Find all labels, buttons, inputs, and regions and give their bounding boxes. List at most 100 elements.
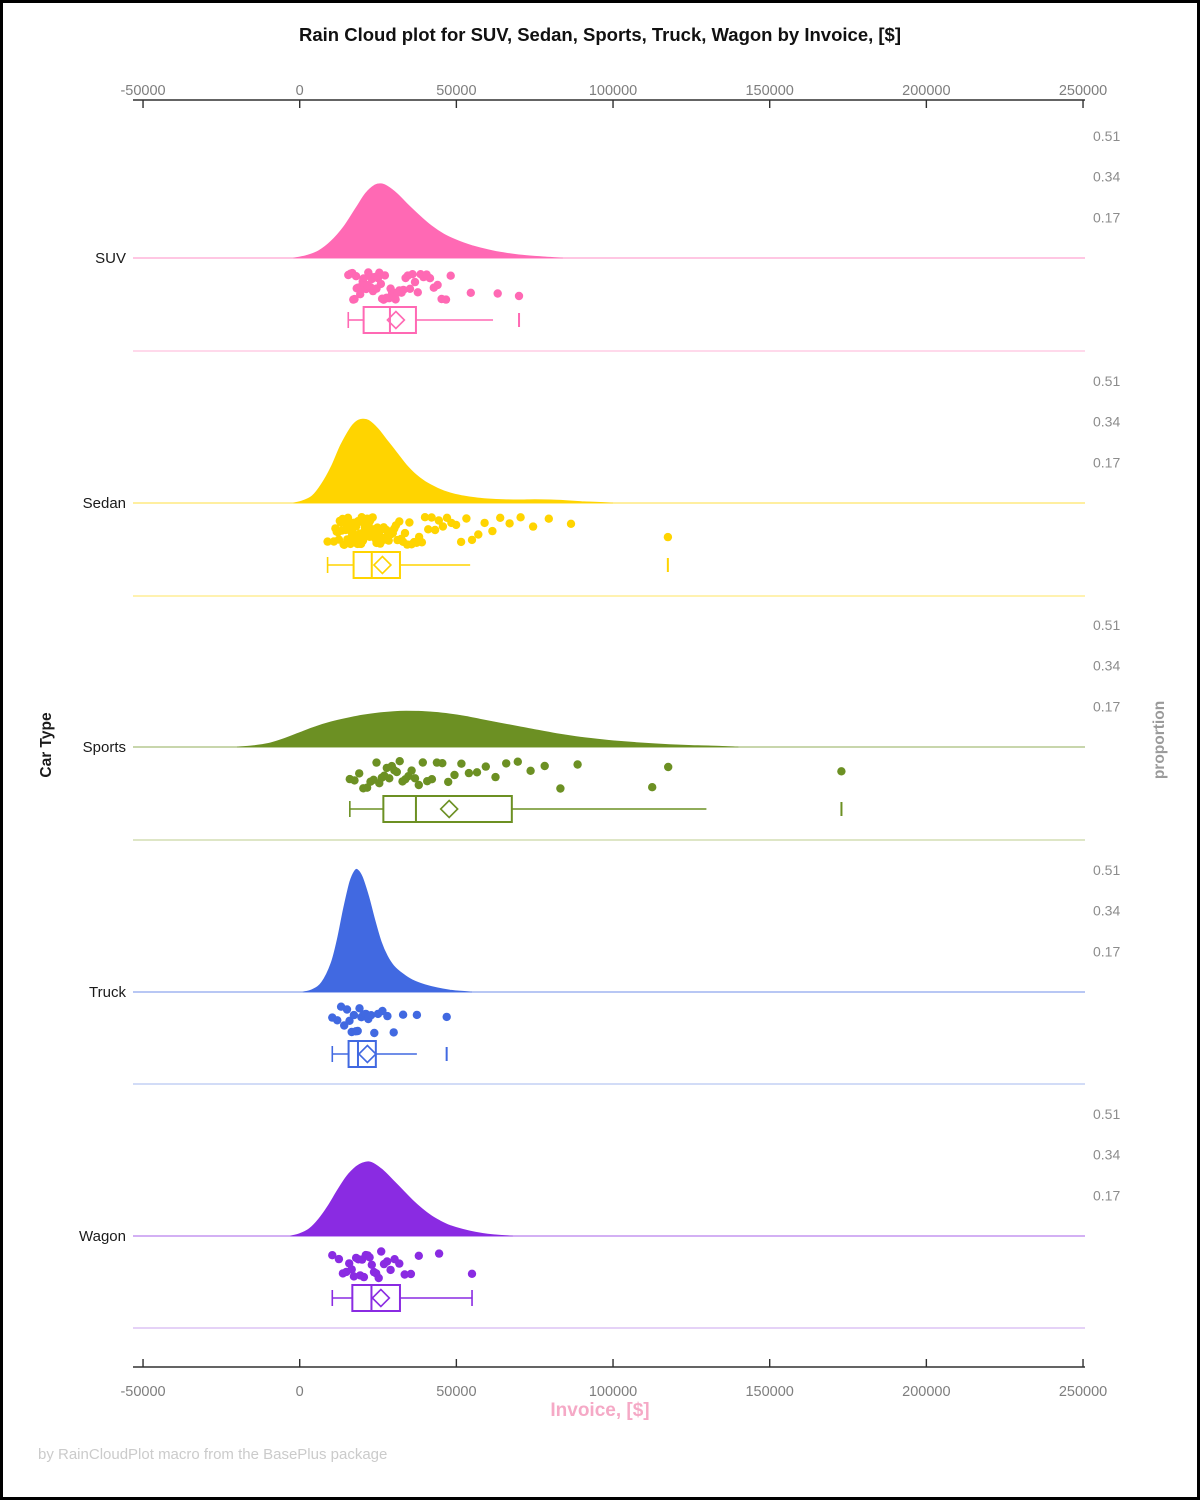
x-axis-top-tick-label: 250000 (1059, 83, 1107, 99)
rain-point (383, 1011, 392, 1021)
mean-diamond (439, 799, 459, 819)
rain-point (424, 525, 433, 534)
panel-sedan: 0.17 0.34 0.51 Sedan (83, 373, 1120, 597)
rain-point (466, 288, 475, 297)
rain-point (408, 270, 417, 279)
density-cloud (293, 183, 563, 259)
rain-point (392, 767, 401, 777)
mean-diamond (386, 310, 406, 330)
rain-point (356, 290, 365, 299)
panel-suv: 0.17 0.34 0.51 SUV (95, 128, 1120, 352)
x-axis-bottom-tick-label: -50000 (120, 1384, 165, 1400)
rain-point (427, 513, 436, 522)
proportion-tick-label: 0.34 (1093, 414, 1120, 430)
x-axis-top-tick-label: 50000 (436, 83, 476, 99)
rain-point (434, 1249, 444, 1258)
rain-point (451, 520, 461, 530)
category-label-wagon: Wagon (79, 1228, 126, 1245)
rain-point (472, 768, 482, 777)
rain-point (323, 537, 332, 546)
box-plot (349, 795, 843, 823)
x-axis-top-tick-label: 200000 (902, 83, 950, 99)
rain-point (414, 1251, 423, 1261)
rain-point (384, 536, 393, 545)
rain-points (323, 513, 673, 549)
rain-point (376, 279, 386, 289)
rain-point (334, 1254, 344, 1264)
rain-point (405, 518, 414, 527)
rain-point (345, 1016, 354, 1025)
density-cloud (236, 710, 739, 748)
rain-point (410, 277, 420, 287)
x-axis-top-tick-label: 100000 (589, 83, 637, 99)
rain-point (493, 289, 502, 298)
rain-points (328, 1247, 477, 1283)
rain-point (353, 1026, 362, 1036)
category-label-suv: SUV (95, 250, 126, 267)
rain-point (528, 522, 538, 531)
rain-point (350, 294, 359, 304)
rain-point (663, 532, 673, 542)
rain-point (418, 758, 427, 767)
rain-point (382, 1257, 392, 1266)
rain-point (664, 762, 673, 772)
rain-point (349, 1010, 359, 1020)
proportion-tick-label: 0.17 (1093, 209, 1120, 225)
x-axis-bottom-tick-label: 0 (296, 1384, 304, 1400)
rain-point (328, 1251, 337, 1260)
rain-point (438, 522, 448, 531)
rain-point (370, 1028, 379, 1038)
proportion-tick-label: 0.17 (1093, 454, 1120, 470)
rain-point (374, 1273, 383, 1283)
rain-point (488, 526, 497, 536)
iqr-box (351, 1284, 401, 1312)
rain-point (425, 274, 435, 283)
x-axis-bottom-tick-label: 200000 (902, 1384, 950, 1400)
rain-point (351, 272, 361, 281)
rain-point (366, 1011, 376, 1020)
rain-point (544, 514, 553, 523)
proportion-tick-label: 0.34 (1093, 1147, 1120, 1163)
rain-point (438, 759, 447, 768)
rain-point (648, 783, 657, 792)
rain-point (365, 1253, 374, 1262)
proportion-tick-label: 0.34 (1093, 169, 1120, 185)
box-plot (347, 306, 521, 334)
rain-point (427, 775, 437, 784)
rain-point (414, 780, 423, 790)
category-label-sports: Sports (83, 739, 126, 756)
footer-credit: by RainCloudPlot macro from the BasePlus… (38, 1446, 388, 1463)
rain-point (444, 777, 453, 787)
rain-point (446, 271, 455, 280)
x-axis-bottom-tick-label: 50000 (436, 1384, 476, 1400)
x-axis-bottom-tick-label: 150000 (745, 1384, 793, 1400)
rain-point (433, 280, 442, 290)
rain-point (450, 770, 459, 780)
rain-point (372, 758, 381, 767)
panel-sports: 0.17 0.34 0.51 Sports (83, 617, 1120, 841)
rain-point (837, 767, 846, 776)
box-plot (326, 551, 669, 579)
rain-point (413, 288, 422, 297)
proportion-tick-label: 0.51 (1093, 128, 1120, 144)
rain-point (556, 784, 565, 793)
x-axis-label: Invoice, [$] (550, 1400, 650, 1421)
rain-point (347, 1265, 356, 1274)
density-cloud (293, 418, 614, 504)
proportion-tick-label: 0.17 (1093, 1187, 1120, 1203)
rain-point (420, 513, 430, 522)
rain-point (398, 1010, 408, 1019)
rain-point (349, 1272, 359, 1281)
proportion-tick-label: 0.34 (1093, 658, 1120, 674)
rain-point (342, 1005, 352, 1014)
x-axis-bottom-tick-label: 250000 (1059, 1384, 1107, 1400)
category-label-sedan: Sedan (83, 495, 126, 512)
rain-point (355, 1004, 364, 1013)
rain-point (407, 766, 416, 775)
rain-point (395, 1259, 404, 1268)
x-axis-top-tick-label: 0 (296, 83, 304, 99)
rain-point (464, 768, 474, 778)
rain-point (417, 538, 427, 547)
